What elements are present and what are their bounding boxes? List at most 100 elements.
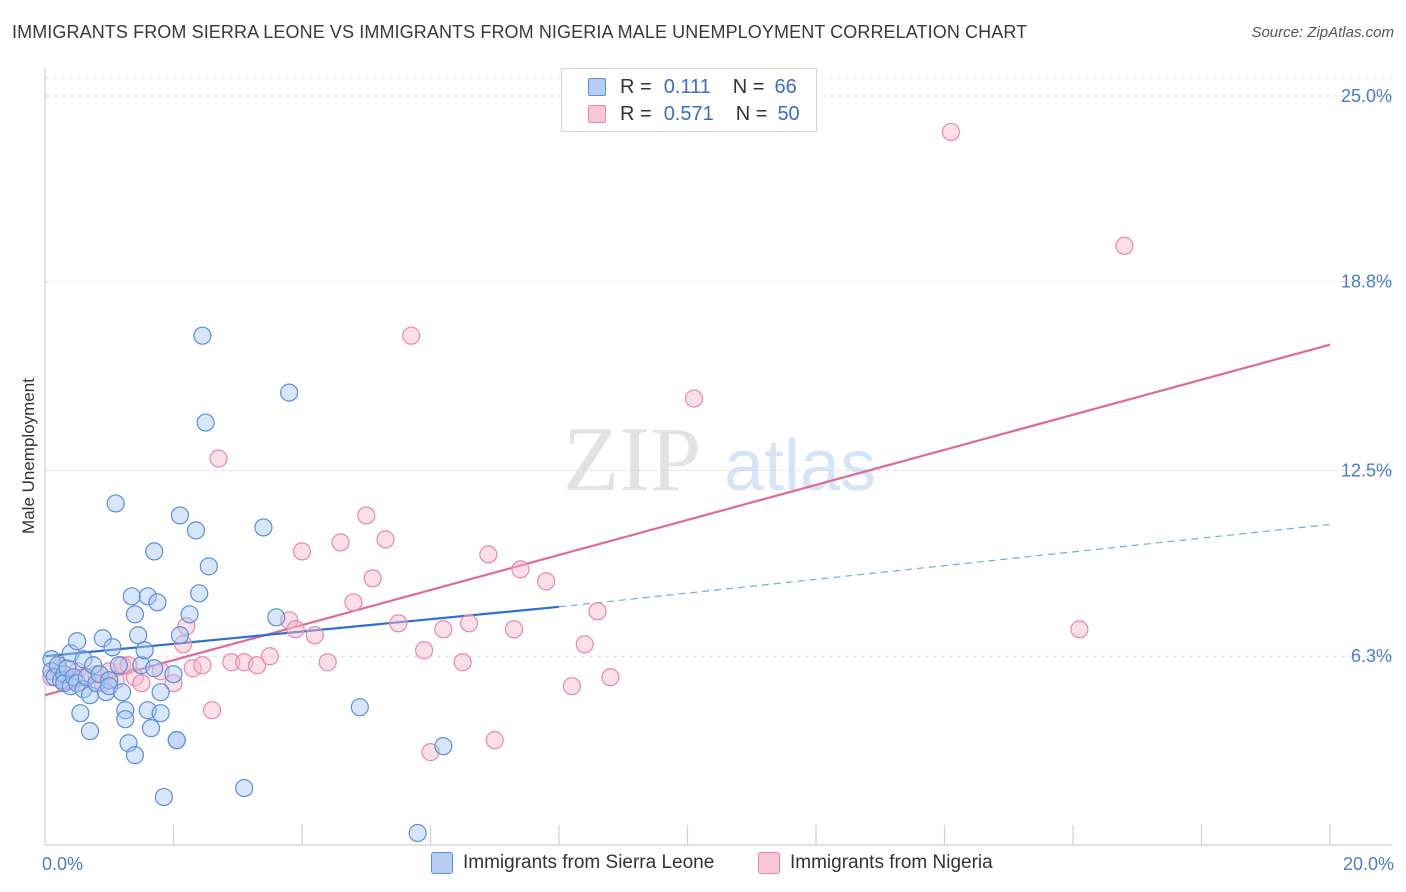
nigeria-swatch: [588, 105, 606, 123]
r-label: R =: [620, 102, 652, 125]
sierra-leone-point: [80, 722, 100, 741]
nigeria-point: [684, 389, 704, 408]
sierra-leone-point: [145, 542, 164, 561]
y-tick-label: 6.3%: [1351, 646, 1392, 666]
sierra-leone-point: [125, 605, 145, 624]
sierra-leone-legend-label: Immigrants from Sierra Leone: [463, 852, 715, 873]
sierra-leone-point: [190, 584, 209, 603]
nigeria-point: [292, 542, 312, 561]
sierra-leone-point: [180, 605, 199, 624]
sierra-leone-point: [129, 626, 148, 645]
legend-row-nigeria: R = 0.571 N = 50: [588, 102, 800, 126]
sierra-leone-point: [151, 704, 170, 723]
sierra-leone-point: [68, 632, 87, 651]
sierra-leone-point: [122, 587, 141, 606]
nigeria-legend-label: Immigrants from Nigeria: [790, 852, 993, 873]
sierra-leone-point: [434, 737, 453, 756]
sierra-leone-trend-extension: [558, 523, 1331, 608]
sierra-leone-point: [112, 683, 132, 702]
nigeria-point: [459, 614, 479, 633]
sierra-leone-point: [109, 656, 128, 675]
nigeria-point: [562, 677, 581, 696]
nigeria-point: [376, 530, 395, 549]
correlation-legend: R = 0.111 N = 66 R = 0.571 N = 50: [561, 68, 817, 132]
nigeria-point: [305, 626, 324, 645]
y-tick-label: 25.0%: [1341, 86, 1392, 106]
nigeria-point: [357, 506, 376, 525]
nigeria-point: [318, 653, 337, 672]
nigeria-trend-line: [44, 343, 1331, 697]
chart-title: IMMIGRANTS FROM SIERRA LEONE VS IMMIGRAN…: [12, 22, 1028, 42]
sierra-leone-point: [135, 641, 154, 660]
sierra-leone-point: [235, 778, 254, 798]
sierra-leone-point: [151, 683, 170, 702]
trend-lines: [44, 343, 1331, 697]
y-axis-label: Male Unemployment: [19, 378, 38, 534]
nigeria-point: [485, 731, 504, 750]
sierra-leone-point: [170, 506, 190, 525]
source-label: Source: ZipAtlas.com: [1251, 24, 1394, 41]
nigeria-point: [504, 620, 524, 639]
bottom-legend-sierra-leone: Immigrants from Sierra Leone: [431, 852, 714, 874]
sierra-leone-point: [90, 665, 109, 684]
sierra-leone-point: [408, 823, 427, 843]
sierra-leone-point: [125, 746, 145, 765]
nigeria-point: [402, 326, 421, 345]
nigeria-point: [177, 617, 196, 636]
sierra-leone-point: [103, 638, 122, 657]
nigeria-point: [331, 533, 350, 552]
nigeria-point: [537, 572, 556, 591]
n-value: 50: [777, 102, 800, 125]
sierra-leone-point: [58, 659, 77, 678]
sierra-leone-point: [148, 593, 167, 612]
sierra-leone-legend-swatch: [431, 852, 453, 874]
watermark-atlas: atlas: [724, 426, 876, 506]
y-tick-label: 18.8%: [1341, 272, 1392, 292]
n-label: N =: [735, 102, 768, 125]
r-label: R =: [620, 75, 652, 98]
sierra-leone-trend-line: [44, 605, 560, 658]
sierra-leone-point: [167, 731, 186, 750]
sierra-leone-point: [154, 787, 173, 807]
tick-labels: 6.3% 12.5% 18.8% 25.0% 0.0% 20.0%: [42, 86, 1394, 874]
sierra-leone-point: [170, 626, 190, 645]
nigeria-point: [260, 647, 279, 666]
sierra-leone-point: [193, 326, 212, 345]
nigeria-point: [247, 656, 267, 675]
x-tick-label: 0.0%: [42, 854, 83, 874]
sierra-leone-point: [254, 518, 273, 537]
axes: [44, 68, 1392, 846]
sierra-leone-point: [350, 698, 369, 717]
sierra-leone-point: [106, 494, 125, 513]
data-points: [42, 122, 1134, 843]
nigeria-point: [132, 674, 151, 693]
nigeria-point: [1115, 236, 1134, 255]
nigeria-point: [601, 668, 620, 687]
sierra-leone-point: [280, 383, 299, 402]
nigeria-point: [1070, 620, 1089, 639]
nigeria-point: [222, 653, 241, 672]
sierra-leone-point: [116, 710, 135, 729]
sierra-leone-point: [100, 671, 119, 690]
n-value: 66: [774, 75, 797, 98]
sierra-leone-point: [141, 719, 161, 738]
nigeria-point: [202, 701, 222, 720]
nigeria-point: [414, 641, 434, 660]
nigeria-point: [344, 593, 363, 612]
sierra-leone-point: [145, 659, 164, 678]
nigeria-point: [434, 620, 453, 639]
n-label: N =: [732, 75, 765, 98]
nigeria-legend-swatch: [758, 852, 780, 874]
nigeria-point: [941, 122, 961, 142]
r-value: 0.571: [663, 102, 714, 125]
r-value: 0.111: [663, 75, 711, 98]
nigeria-point: [363, 569, 382, 588]
nigeria-point: [286, 620, 305, 639]
sierra-leone-point: [71, 704, 90, 723]
sierra-leone-swatch: [588, 78, 606, 96]
nigeria-point: [453, 653, 472, 672]
nigeria-point: [588, 602, 607, 621]
legend-row-sierra-leone: R = 0.111 N = 66: [588, 75, 797, 99]
sierra-leone-point: [74, 650, 93, 669]
